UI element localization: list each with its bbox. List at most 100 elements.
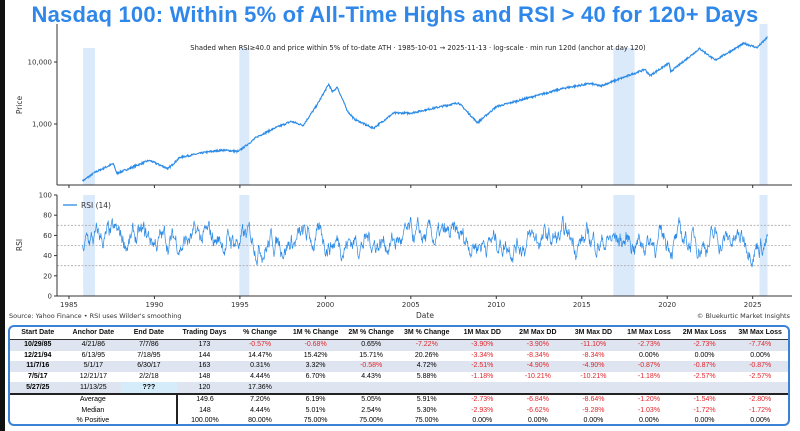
summary-cell: 5.91% bbox=[398, 393, 455, 406]
xtick-label: 2005 bbox=[402, 301, 420, 309]
rsi-line bbox=[82, 215, 768, 268]
rsi-ylabel: RSI bbox=[15, 239, 24, 251]
table-cell: -2.73% bbox=[621, 339, 677, 351]
table-cell: -3.34% bbox=[471, 351, 494, 359]
rsi-ytick-label: 60 bbox=[43, 232, 52, 240]
table-cell: -0.57% bbox=[232, 339, 288, 351]
table-cell: 3.32% bbox=[287, 361, 344, 372]
column-header: Trading Days bbox=[176, 327, 233, 340]
rsi-ytick-label: 40 bbox=[43, 252, 52, 260]
table-cell: -8.34% bbox=[582, 351, 605, 359]
summary-cell: 6.19% bbox=[287, 393, 344, 406]
shaded-period bbox=[613, 48, 635, 185]
table-cell: 148 bbox=[198, 373, 211, 381]
chart-title: Nasdaq 100: Within 5% of All-Time Highs … bbox=[31, 2, 759, 27]
table-cell: 0.00% bbox=[750, 351, 771, 359]
summary-cell: 75.00% bbox=[359, 417, 384, 425]
summary-cell: 0.00% bbox=[583, 417, 604, 425]
rsi-panel: 0 20 40 60 80 100 1985 1990 1995 2000 2005 2010 2015… bbox=[15, 192, 792, 320]
rsi-ytick-label: 80 bbox=[43, 212, 52, 220]
xtick-label: 2020 bbox=[658, 301, 676, 309]
shaded-period bbox=[759, 24, 768, 185]
table-cell: 5/27/25 bbox=[10, 382, 66, 394]
table-cell: 4.72% bbox=[398, 361, 455, 372]
column-header: End Date bbox=[121, 327, 177, 340]
summary-cell: -2.93% bbox=[471, 406, 494, 414]
column-header: 1M Max Loss bbox=[621, 327, 677, 340]
table-cell: 15.42% bbox=[303, 351, 328, 359]
table-cell bbox=[454, 382, 511, 394]
summary-cell: 0.00% bbox=[527, 417, 548, 425]
xtick-label: 1995 bbox=[231, 301, 249, 309]
legend-label: RSI (14) bbox=[81, 201, 111, 210]
table-cell bbox=[510, 382, 566, 394]
table-cell: 4.44% bbox=[250, 373, 270, 381]
stats-table: Start Date Anchor Date End Date Trading Day… bbox=[8, 325, 790, 426]
table-cell: 6/13/95 bbox=[81, 351, 106, 359]
shaded-period-rsi bbox=[613, 195, 635, 296]
table-cell: 173 bbox=[176, 339, 233, 351]
summary-cell: 0.00% bbox=[472, 417, 493, 425]
column-header: 1M % Change bbox=[287, 327, 344, 340]
summary-cell: -1.72% bbox=[749, 406, 772, 414]
table-cell: -0.58% bbox=[343, 361, 399, 372]
summary-cell: 75.00% bbox=[414, 417, 439, 425]
column-header: Anchor Date bbox=[65, 327, 122, 340]
summary-row: % Positive 100.00% 80.00% 75.00% 75.00% 75.00… bbox=[10, 416, 788, 425]
rsi-ytick-label: 0 bbox=[48, 293, 52, 301]
summary-cell: -9.28% bbox=[582, 406, 605, 414]
table-cell: -7.22% bbox=[398, 339, 455, 351]
summary-cell: 75.00% bbox=[303, 417, 328, 425]
chart-subtitle: Shaded when RSI≥40.0 and price within 5%… bbox=[190, 44, 646, 52]
shaded-period-rsi bbox=[759, 195, 768, 296]
table-cell: ??? bbox=[121, 382, 177, 394]
table-cell: -8.34% bbox=[526, 351, 549, 359]
rsi-ytick-label: 20 bbox=[43, 272, 52, 280]
column-header: % Change bbox=[232, 327, 288, 340]
table-cell bbox=[287, 382, 344, 394]
xtick-label: 2015 bbox=[573, 301, 591, 309]
table-cell: -11.10% bbox=[565, 339, 622, 351]
table-row: 10/29/85 4/21/86 7/7/86 173 -0.57% -0.68% 0.65… bbox=[10, 339, 788, 351]
shaded-period bbox=[83, 48, 95, 185]
table-cell: -2.57% bbox=[749, 373, 772, 381]
summary-row: Median 148 4.44% 5.01% 2.54% 5.30% -2.93% -6.62… bbox=[10, 405, 788, 417]
table-cell: 11/7/16 bbox=[10, 361, 66, 372]
xtick-label: 2000 bbox=[316, 301, 334, 309]
table-cell: 6/30/17 bbox=[121, 361, 177, 372]
summary-cell: 5.05% bbox=[343, 393, 399, 406]
table-cell: -1.18% bbox=[471, 373, 494, 381]
table-cell: -0.87% bbox=[621, 361, 677, 372]
summary-cell: 0.00% bbox=[750, 417, 771, 425]
column-header: 2M % Change bbox=[343, 327, 399, 340]
summary-cell: 148 bbox=[199, 406, 211, 414]
price-ytick-label: 10,000 bbox=[28, 59, 53, 67]
table-cell: 120 bbox=[176, 382, 233, 394]
table-cell: 10/29/85 bbox=[10, 339, 66, 351]
column-header: 2M Max DD bbox=[510, 327, 566, 340]
table-row: 7/5/17 12/21/17 2/2/18 148 4.44% 6.70% 4.43% 5.… bbox=[10, 372, 788, 383]
summary-cell: 7.20% bbox=[232, 393, 288, 406]
table-cell: 20.26% bbox=[414, 351, 439, 359]
table-row: 11/7/16 5/1/17 6/30/17 163 0.31% 3.32% -0.58% 4… bbox=[10, 361, 788, 372]
table-cell bbox=[565, 382, 622, 394]
rsi-ytick-label: 100 bbox=[39, 192, 52, 200]
table-cell: 0.00% bbox=[694, 351, 715, 359]
table-cell: 4.43% bbox=[361, 373, 382, 381]
summary-cell: 2.54% bbox=[361, 406, 382, 414]
shaded-period bbox=[239, 48, 250, 185]
summary-cell: 80.00% bbox=[248, 417, 272, 425]
xtick-label: 1985 bbox=[60, 301, 78, 309]
column-header: 3M Max Loss bbox=[732, 327, 788, 340]
table-cell bbox=[398, 382, 455, 394]
table-cell: -2.51% bbox=[454, 361, 511, 372]
summary-cell: 0.00% bbox=[694, 417, 715, 425]
table-cell: 7/7/86 bbox=[121, 339, 177, 351]
table-row: 5/27/25 11/13/25??? 120 17.36% bbox=[10, 382, 788, 394]
table-cell: 17.36% bbox=[232, 382, 288, 394]
table-cell: 12/21/17 bbox=[79, 373, 107, 381]
table-cell bbox=[676, 382, 733, 394]
charts: 1,000 10,000 Price Shaded when RSI≥40.0 and… bbox=[9, 24, 792, 320]
table-cell: -2.73% bbox=[676, 339, 733, 351]
table-cell: 12/21/94 bbox=[24, 351, 52, 359]
